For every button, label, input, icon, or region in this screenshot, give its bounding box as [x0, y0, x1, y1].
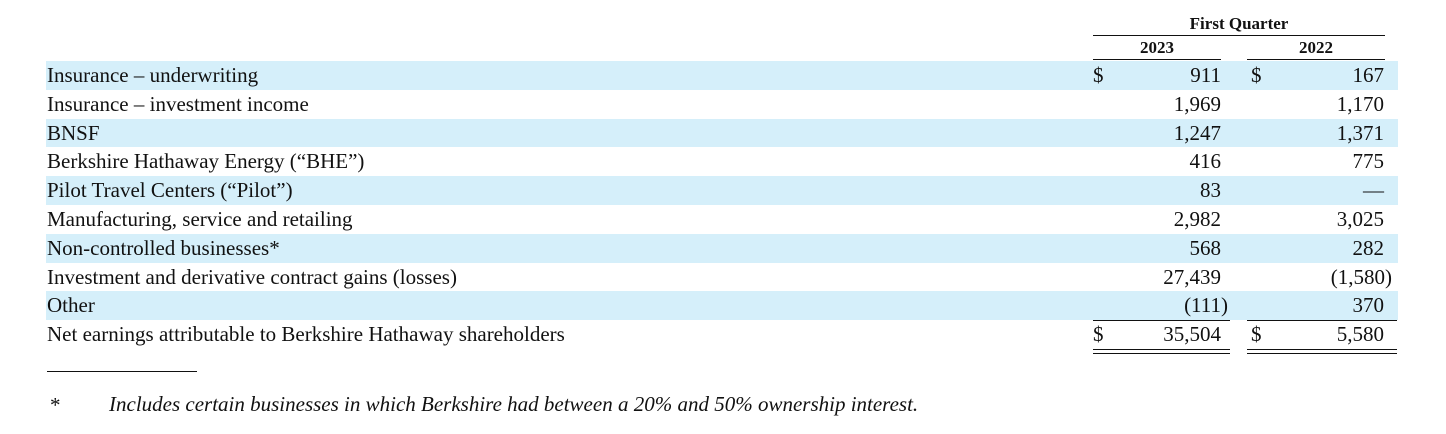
value-2023: 911 [1190, 63, 1221, 87]
earnings-table: Insurance – underwriting $ $911 167 Insuranc… [0, 61, 1446, 349]
table-row: Non-controlled businesses* 568 282 [0, 233, 1446, 263]
footnote-rule [47, 371, 197, 372]
value-2022: 167 [1352, 63, 1385, 87]
row-shading [46, 291, 1398, 321]
table-row: Net earnings attributable to Berkshire H… [0, 320, 1446, 349]
value-2022: — [1363, 178, 1384, 203]
table-row: Manufacturing, service and retailing 2,98… [0, 205, 1446, 234]
value-2023: 568 [1189, 235, 1222, 260]
row-shading [46, 176, 1398, 205]
table-row: Investment and derivative contract gains… [0, 263, 1446, 292]
row-label: Insurance – underwriting [47, 63, 259, 87]
dollar-sign-2022: $ [1251, 322, 1262, 347]
header-year-2023: 2023 [1140, 38, 1174, 57]
value-2023: 35,504 [1163, 322, 1221, 347]
header-year-2022: 2022 [1299, 38, 1333, 57]
value-2023: 27,439 [1163, 264, 1221, 289]
dollar-sign-2023: $ [1093, 322, 1104, 347]
value-2022: 5,580 [1336, 322, 1384, 347]
value-2023: 83 [1200, 178, 1221, 203]
dollar-sign-2023: $ [1093, 63, 1104, 87]
value-2022: 1,371 [1336, 120, 1384, 145]
value-2022: 775 [1352, 149, 1385, 174]
row-label: Berkshire Hathaway Energy (“BHE”) [47, 149, 365, 174]
dollar-sign-2022: $ [1251, 63, 1262, 87]
value-2023: 416 [1189, 149, 1222, 174]
table-row: Other (111) 370 [0, 291, 1446, 321]
header-rule [1093, 35, 1385, 36]
row-shading [46, 118, 1398, 148]
header-first-quarter: First Quarter [1189, 14, 1289, 33]
total-double-rule-2023 [1093, 349, 1230, 354]
table-row: Insurance – underwriting $ $911 167 [0, 61, 1446, 90]
value-2023: 2,982 [1173, 206, 1221, 231]
footnote-marker: * [50, 393, 61, 417]
value-2022: 370 [1352, 293, 1385, 318]
row-label: BNSF [47, 120, 100, 145]
subtotal-rule-2022 [1247, 320, 1397, 321]
row-label: Insurance – investment income [47, 91, 309, 116]
row-label: Net earnings attributable to Berkshire H… [47, 322, 565, 347]
value-2022: (1,580) [1330, 264, 1392, 289]
footnote-text: Includes certain businesses in which Ber… [109, 392, 919, 416]
table-row: Insurance – investment income 1,969 1,170 [0, 90, 1446, 119]
year-2022-rule [1247, 59, 1385, 60]
total-double-rule-2022 [1247, 349, 1397, 354]
row-label: Non-controlled businesses* [47, 235, 280, 260]
row-label: Manufacturing, service and retailing [47, 206, 353, 231]
value-2022: 3,025 [1336, 206, 1384, 231]
value-2022: 282 [1352, 235, 1385, 260]
row-label: Other [47, 293, 95, 318]
row-shading [46, 61, 1398, 90]
row-label: Pilot Travel Centers (“Pilot”) [47, 178, 293, 203]
value-2023: 1,969 [1173, 91, 1221, 116]
table-row: BNSF 1,247 1,371 [0, 118, 1446, 148]
row-shading [46, 233, 1398, 263]
value-2023: (111) [1184, 293, 1228, 318]
value-2022: 1,170 [1336, 91, 1384, 116]
table-row: Pilot Travel Centers (“Pilot”) 83 — [0, 176, 1446, 205]
year-2023-rule [1093, 59, 1221, 60]
row-label: Investment and derivative contract gains… [47, 264, 457, 289]
value-2023: 1,247 [1173, 120, 1221, 145]
subtotal-rule-2023 [1093, 320, 1230, 321]
table-row: Berkshire Hathaway Energy (“BHE”) 416 775 [0, 147, 1446, 176]
